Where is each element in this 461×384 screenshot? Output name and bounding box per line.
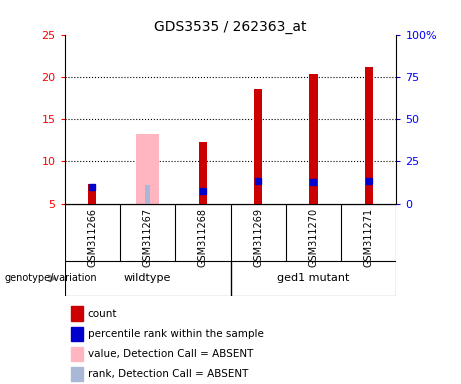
Bar xyxy=(88,184,96,204)
Text: GSM311266: GSM311266 xyxy=(87,208,97,267)
Text: percentile rank within the sample: percentile rank within the sample xyxy=(88,329,264,339)
Bar xyxy=(309,74,318,204)
Bar xyxy=(71,347,83,361)
Text: GSM311271: GSM311271 xyxy=(364,208,374,267)
Text: rank, Detection Call = ABSENT: rank, Detection Call = ABSENT xyxy=(88,369,248,379)
Bar xyxy=(254,89,262,204)
Text: ged1 mutant: ged1 mutant xyxy=(278,273,349,283)
Title: GDS3535 / 262363_at: GDS3535 / 262363_at xyxy=(154,20,307,33)
Bar xyxy=(145,185,150,204)
Text: GSM311269: GSM311269 xyxy=(253,208,263,267)
Bar xyxy=(365,67,373,204)
Text: GSM311268: GSM311268 xyxy=(198,208,208,267)
Text: GSM311267: GSM311267 xyxy=(142,208,153,267)
Text: wildtype: wildtype xyxy=(124,273,171,283)
Bar xyxy=(136,134,159,204)
Text: genotype/variation: genotype/variation xyxy=(5,273,97,283)
Text: count: count xyxy=(88,309,117,319)
Text: GSM311270: GSM311270 xyxy=(308,208,319,267)
Bar xyxy=(71,306,83,321)
Text: value, Detection Call = ABSENT: value, Detection Call = ABSENT xyxy=(88,349,253,359)
Bar xyxy=(199,142,207,204)
Bar xyxy=(71,367,83,381)
Bar xyxy=(71,326,83,341)
